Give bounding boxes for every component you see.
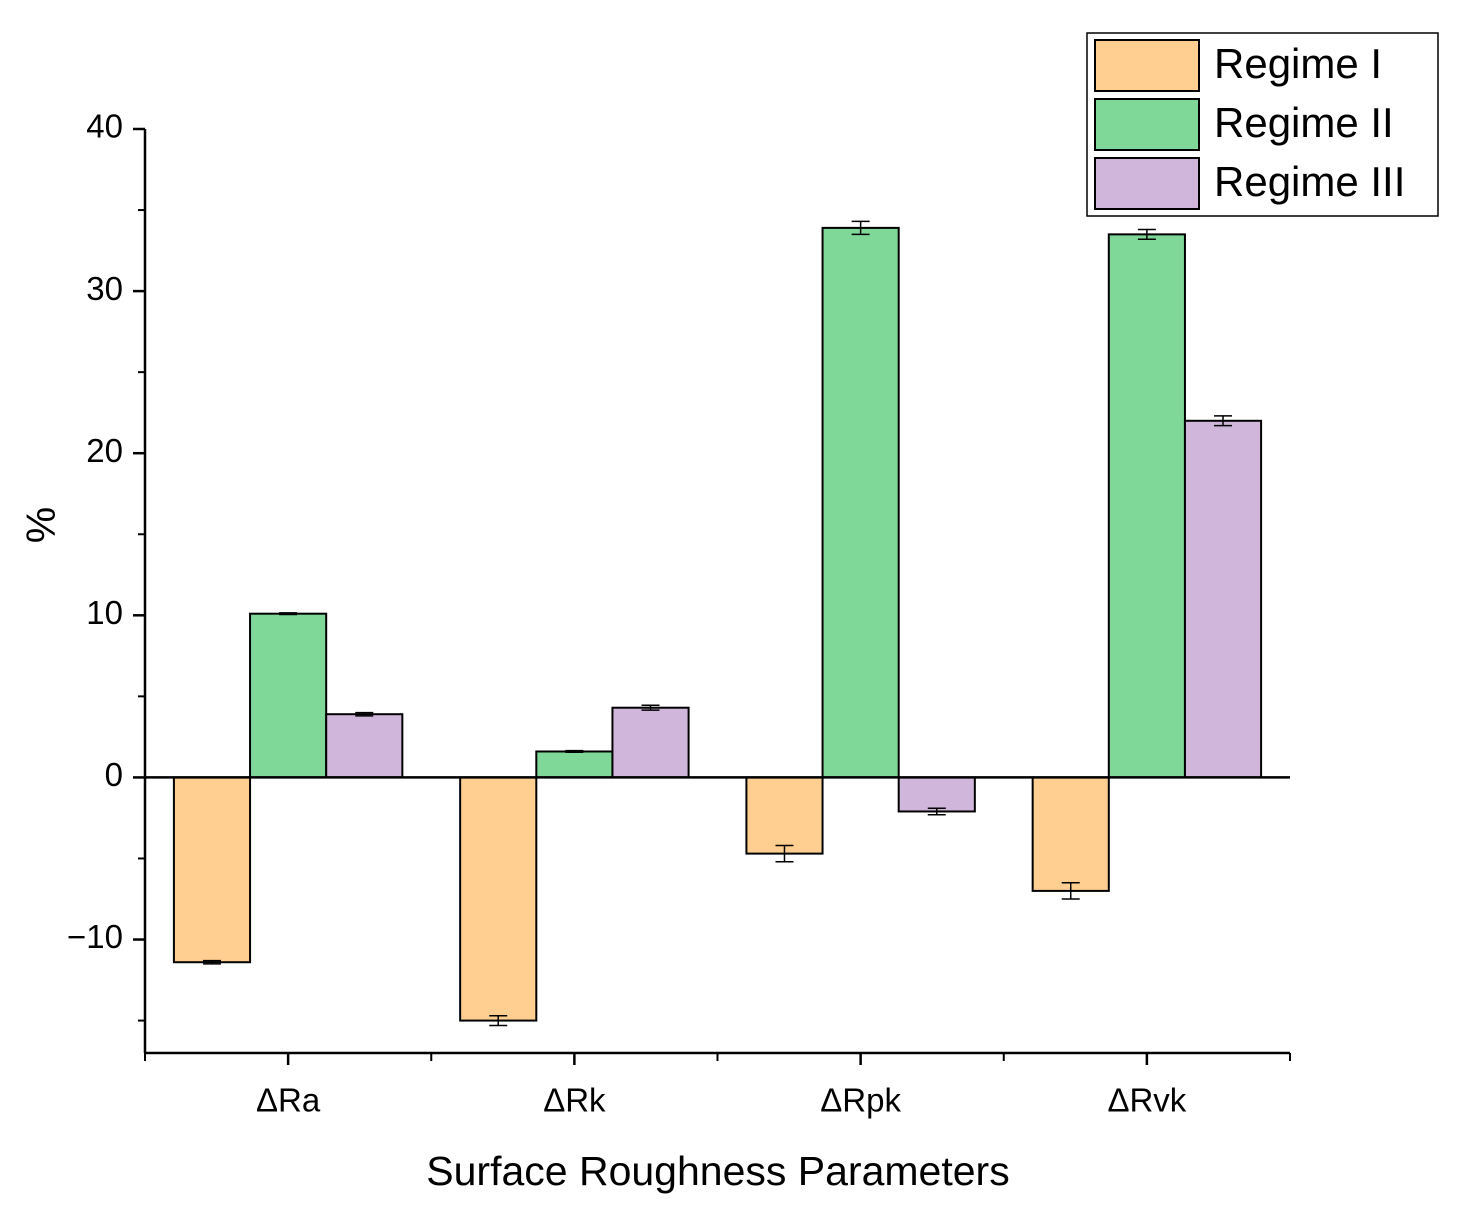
y-tick-label: 10 — [86, 594, 123, 631]
error-bar — [565, 749, 584, 754]
y-axis-title: % — [18, 507, 64, 543]
bar — [535, 750, 614, 779]
legend-swatch — [1094, 157, 1200, 210]
bar — [459, 776, 538, 1022]
bar — [897, 776, 976, 813]
y-tick-label: 40 — [86, 108, 123, 145]
error-bar — [1137, 228, 1156, 240]
bar — [1107, 233, 1186, 779]
legend-swatch — [1094, 98, 1200, 151]
x-tick-label: ΔRa — [256, 1082, 321, 1119]
error-bar — [355, 711, 374, 717]
bar — [611, 706, 690, 779]
bar — [745, 776, 824, 855]
y-tick-label: 0 — [105, 756, 123, 793]
x-tick-label: ΔRpk — [820, 1082, 901, 1119]
error-bar — [927, 807, 946, 816]
error-bar — [641, 704, 660, 711]
error-bar — [489, 1014, 508, 1027]
legend-swatch — [1094, 39, 1200, 92]
x-tick-label: ΔRk — [543, 1082, 606, 1119]
error-bar — [279, 612, 298, 616]
bar — [249, 612, 328, 779]
bar — [325, 713, 404, 779]
legend-label: Regime I — [1214, 40, 1382, 87]
legend-label: Regime II — [1214, 99, 1394, 146]
error-bar — [1214, 415, 1233, 427]
bar — [1183, 419, 1263, 779]
error-bar — [851, 220, 870, 236]
error-bar — [202, 959, 221, 965]
bar — [1031, 776, 1110, 892]
bar — [821, 226, 900, 779]
x-tick-label: ΔRvk — [1107, 1082, 1186, 1119]
y-tick-label: −10 — [67, 918, 123, 955]
bar — [172, 776, 252, 964]
y-tick-label: 30 — [86, 270, 123, 307]
x-axis-title: Surface Roughness Parameters — [426, 1148, 1009, 1194]
error-bar — [775, 844, 794, 863]
y-tick-label: 20 — [86, 432, 123, 469]
error-bar — [1061, 882, 1080, 900]
legend-label: Regime III — [1214, 158, 1405, 205]
